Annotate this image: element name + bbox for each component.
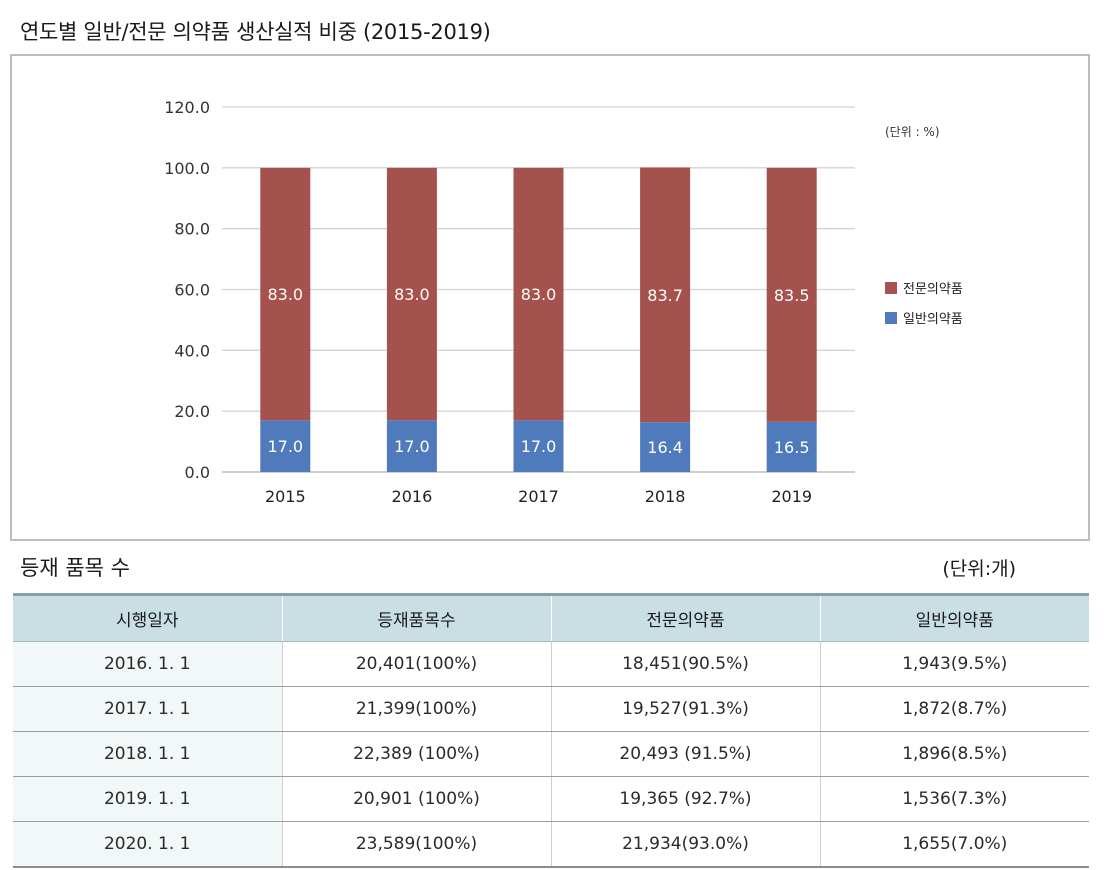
bar-prescription — [386, 167, 437, 421]
bar-otc — [640, 422, 691, 472]
bar-value-label: 83.0 — [521, 285, 557, 304]
bar-value-label: 17.0 — [394, 437, 430, 456]
bar-value-label: 83.0 — [394, 285, 430, 304]
cell-date: 2016. 1. 1 — [13, 641, 282, 687]
cell-total: 21,399(100%) — [281, 686, 551, 732]
bar-value-label: 83.7 — [647, 286, 683, 305]
table-unit-note: (단위:개) — [942, 558, 1016, 580]
bar-value-label: 17.0 — [267, 437, 303, 456]
cell-otc: 1,536(7.3%) — [819, 776, 1089, 822]
header-otc: 일반의약품 — [819, 593, 1089, 642]
header-prescription: 전문의약품 — [550, 593, 820, 642]
y-tick-label: 20.0 — [174, 402, 210, 421]
cell-otc: 1,896(8.5%) — [819, 731, 1089, 777]
bar-value-label: 83.0 — [267, 285, 303, 304]
cell-prescription: 20,493 (91.5%) — [550, 731, 820, 777]
y-tick-label: 80.0 — [174, 220, 210, 239]
unit-note: (단위 : %) — [885, 125, 940, 139]
x-tick-label: 2017 — [518, 487, 559, 506]
bar-otc — [386, 420, 437, 472]
legend-swatch — [885, 282, 897, 294]
table-row: 2016. 1. 1 20,401(100%) 18,451(90.5%) 1,943… — [13, 641, 1089, 687]
header-date: 시행일자 — [13, 593, 282, 642]
cell-otc: 1,655(7.0%) — [819, 821, 1089, 868]
bar-value-label: 16.5 — [774, 438, 810, 457]
y-tick-label: 100.0 — [164, 159, 210, 178]
bar-prescription — [640, 167, 691, 423]
cell-total: 20,901 (100%) — [281, 776, 551, 822]
legend-swatch — [885, 312, 897, 324]
bar-prescription — [260, 167, 311, 421]
bar-prescription — [513, 167, 564, 421]
bar-otc — [260, 420, 311, 472]
cell-total: 22,389 (100%) — [281, 731, 551, 777]
x-tick-label: 2016 — [392, 487, 433, 506]
cell-otc: 1,943(9.5%) — [819, 641, 1089, 687]
y-tick-label: 0.0 — [185, 463, 210, 482]
stacked-bar-chart: 0.0 20.0 40.0 60.0 80.0 100.0 120.0 17.0 83.0 201… — [164, 98, 963, 506]
cell-total: 23,589(100%) — [281, 821, 551, 868]
bar-otc — [513, 420, 564, 472]
cell-prescription: 19,527(91.3%) — [550, 686, 820, 732]
y-tick-label: 40.0 — [174, 341, 210, 360]
table-row: 2019. 1. 1 20,901 (100%) 19,365 (92.7%) 1,5… — [13, 776, 1089, 822]
table-row: 2020. 1. 1 23,589(100%) 21,934(93.0%) 1,655… — [13, 821, 1089, 868]
cell-otc: 1,872(8.7%) — [819, 686, 1089, 732]
cell-prescription: 19,365 (92.7%) — [550, 776, 820, 822]
table-header-row: 시행일자 등재품목수 전문의약품 일반의약품 — [13, 593, 1089, 642]
cell-date: 2020. 1. 1 — [13, 821, 282, 868]
cell-prescription: 21,934(93.0%) — [550, 821, 820, 868]
legend-label: 전문의약품 — [903, 282, 963, 297]
bar-prescription — [766, 167, 817, 422]
cell-prescription: 18,451(90.5%) — [550, 641, 820, 687]
cell-date: 2017. 1. 1 — [13, 686, 282, 732]
listed-items-table: 시행일자 등재품목수 전문의약품 일반의약품 2016. 1. 1 20,401(… — [13, 593, 1089, 868]
bar-value-label: 16.4 — [647, 438, 683, 457]
legend-label: 일반의약품 — [903, 312, 963, 327]
chart-frame: 0.0 20.0 40.0 60.0 80.0 100.0 120.0 17.0 83.0 201… — [10, 54, 1090, 541]
table-title: 등재 품목 수 — [20, 556, 130, 580]
cell-total: 20,401(100%) — [281, 641, 551, 687]
x-tick-label: 2019 — [771, 487, 812, 506]
y-tick-label: 60.0 — [174, 281, 210, 300]
table-row: 2017. 1. 1 21,399(100%) 19,527(91.3%) 1,872… — [13, 686, 1089, 732]
bar-value-label: 83.5 — [774, 286, 810, 305]
bar-otc — [766, 421, 817, 472]
y-tick-label: 120.0 — [164, 98, 210, 117]
header-total: 등재품목수 — [281, 593, 551, 642]
bar-value-label: 17.0 — [521, 437, 557, 456]
table-row: 2018. 1. 1 22,389 (100%) 20,493 (91.5%) 1,8… — [13, 731, 1089, 777]
x-tick-label: 2018 — [645, 487, 686, 506]
cell-date: 2018. 1. 1 — [13, 731, 282, 777]
chart-title: 연도별 일반/전문 의약품 생산실적 비중 (2015-2019) — [20, 20, 491, 44]
cell-date: 2019. 1. 1 — [13, 776, 282, 822]
x-tick-label: 2015 — [265, 487, 306, 506]
